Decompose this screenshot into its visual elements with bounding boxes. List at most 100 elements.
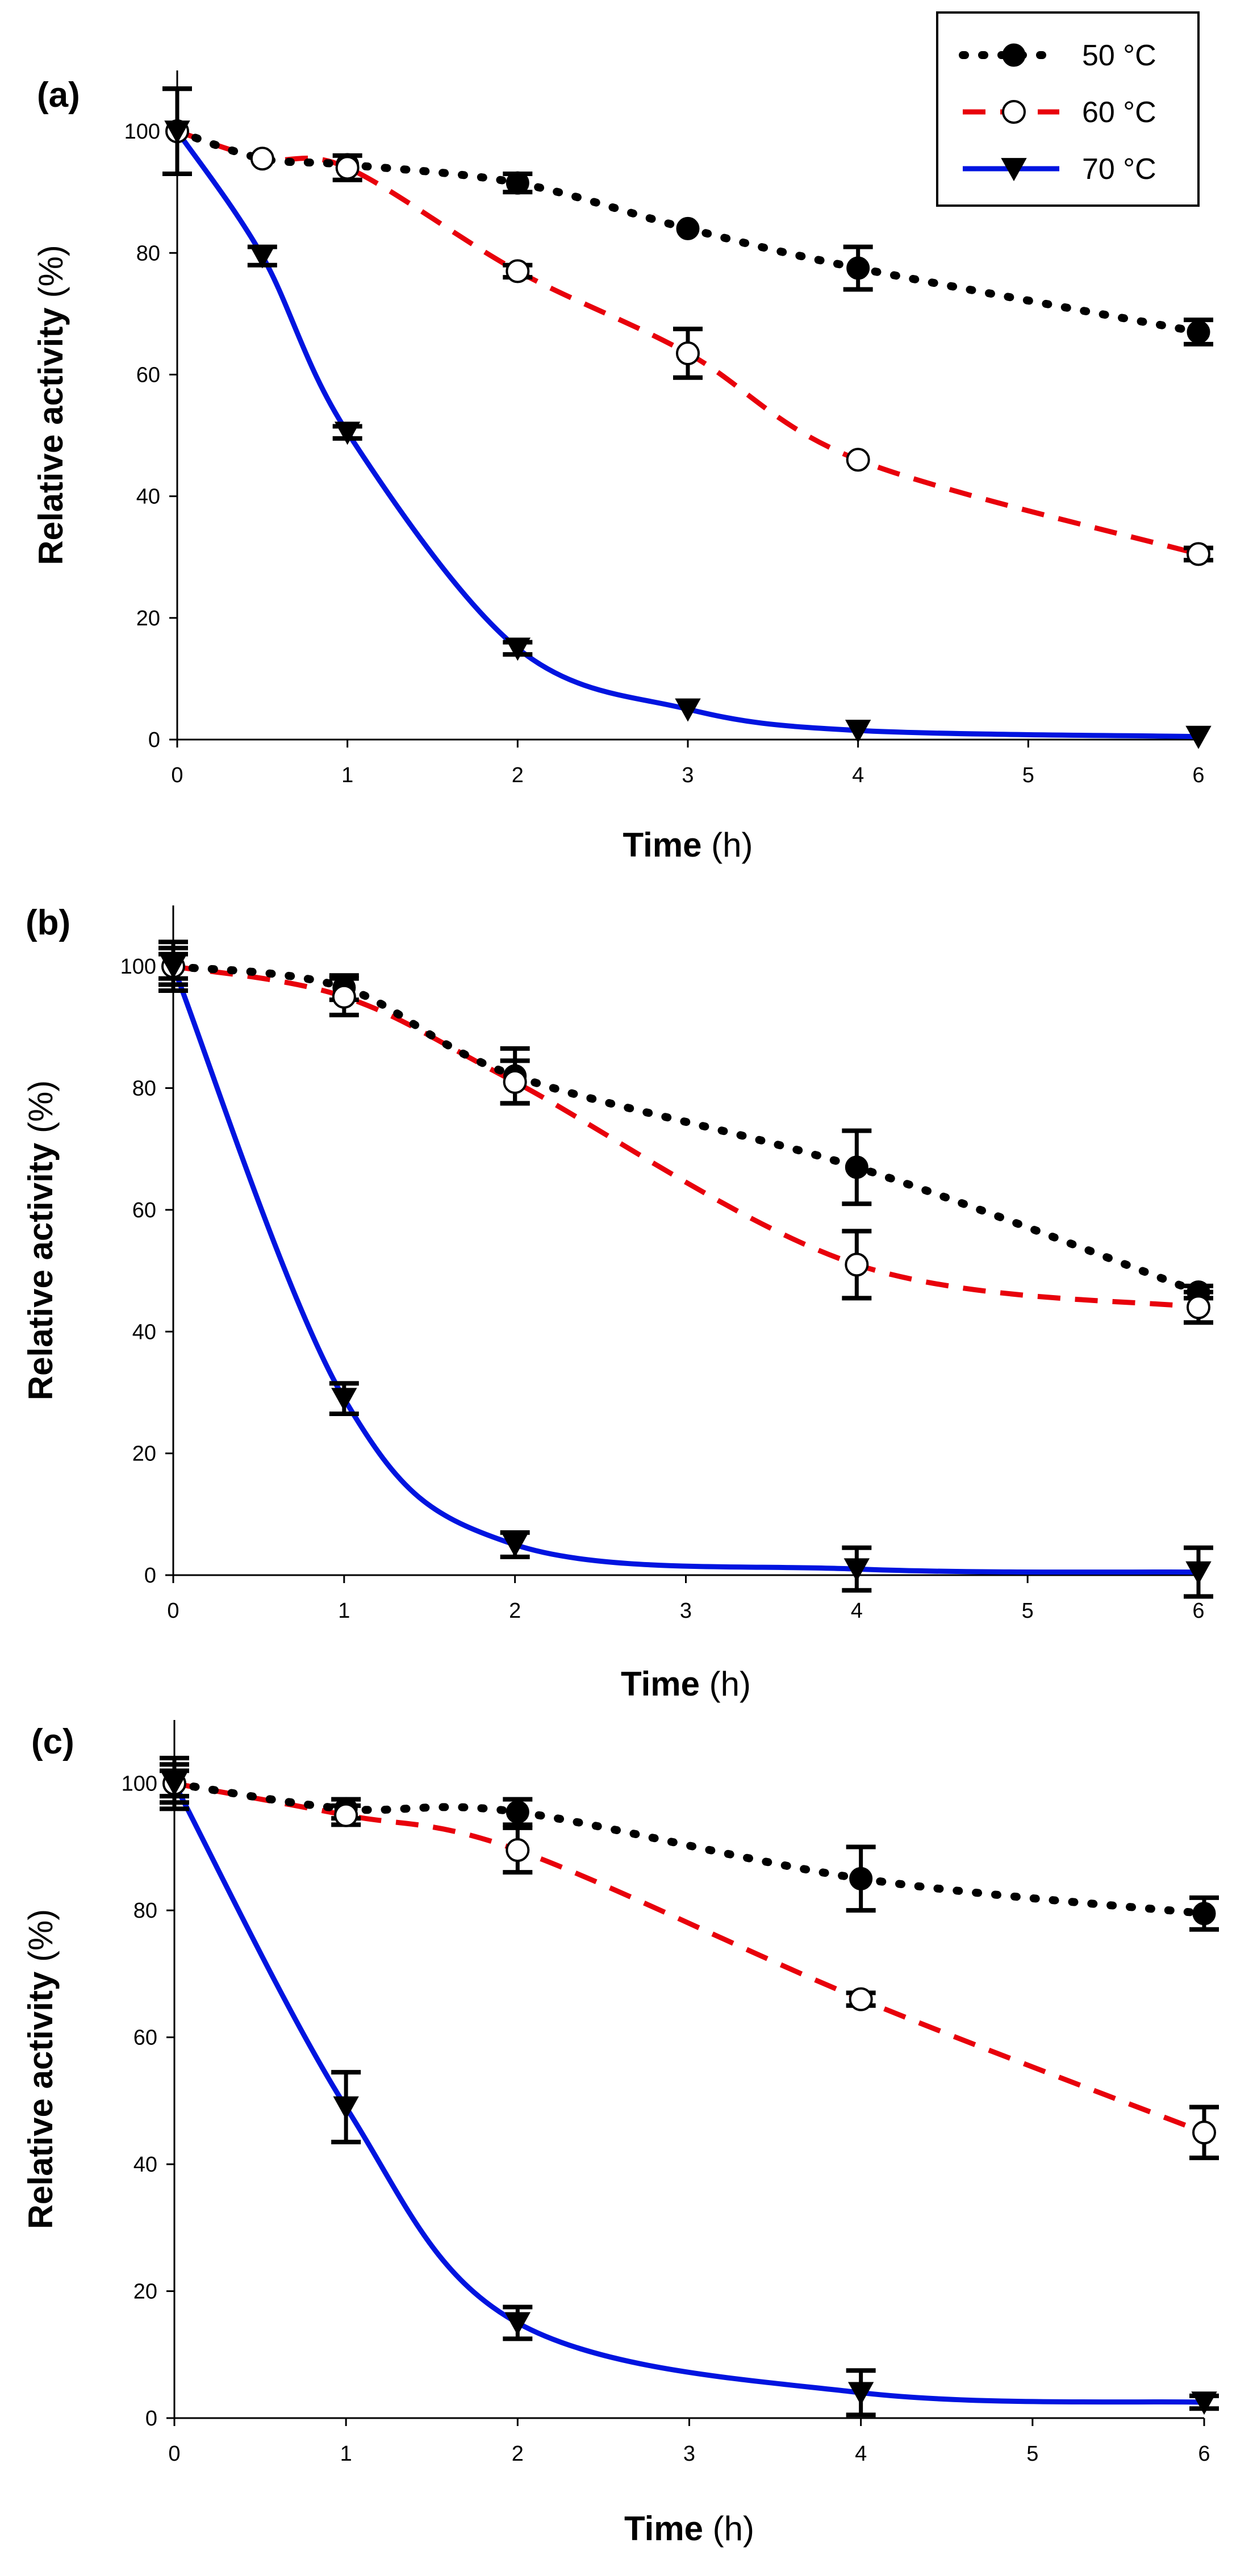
x-tick-label: 2 <box>509 1599 521 1623</box>
legend-box <box>936 11 1200 207</box>
data-point-60c <box>506 259 530 283</box>
series-line-70c <box>172 1782 1205 2405</box>
x-axis-title-unit: (h) <box>711 826 753 864</box>
data-point-70c <box>164 120 190 144</box>
data-point-70c <box>504 637 531 661</box>
data-point-50c <box>1002 43 1026 67</box>
data-point-70c <box>504 2312 531 2336</box>
series-line-70c <box>170 965 1199 1575</box>
x-tick-label: 5 <box>1022 1599 1034 1623</box>
data-point-70c <box>249 245 275 269</box>
data-point-70c <box>1191 2391 1217 2415</box>
x-tick-label: 0 <box>167 1599 179 1623</box>
data-point-70c <box>843 1558 870 1582</box>
data-point-70c <box>1185 1561 1212 1585</box>
y-axis-title: Relative activity (%) <box>32 245 70 565</box>
y-tick-label: 80 <box>136 241 160 265</box>
x-axis-title: Time (h) <box>623 826 753 864</box>
x-tick-label: 0 <box>168 2442 180 2466</box>
data-point-60c <box>1187 542 1210 566</box>
x-tick-label: 4 <box>851 1599 863 1623</box>
series-line-50c <box>170 1779 1208 1918</box>
x-tick-label: 6 <box>1192 763 1204 787</box>
y-axis-title: Relative activity (%) <box>22 1080 60 1401</box>
x-tick-label: 2 <box>512 763 524 787</box>
y-axis-title-unit: (%) <box>22 1080 60 1133</box>
panel-label: (b) <box>26 903 70 942</box>
data-point-60c <box>846 448 870 472</box>
y-tick-label: 100 <box>122 1772 157 1796</box>
data-point-70c <box>845 720 871 743</box>
x-tick-label: 1 <box>341 763 353 787</box>
x-axis-title-unit: (h) <box>713 2510 754 2548</box>
x-axis-title-unit: (h) <box>709 1665 751 1703</box>
x-axis-title-main: Time <box>623 826 712 864</box>
x-tick-label: 3 <box>680 1599 692 1623</box>
y-axis-title-main: Relative activity <box>22 1133 60 1400</box>
data-point-60c <box>250 147 274 171</box>
panel-label: (c) <box>31 1722 74 1761</box>
x-tick-label: 1 <box>338 1599 350 1623</box>
data-point-50c <box>845 1155 868 1179</box>
data-point-60c <box>503 1070 527 1094</box>
y-tick-label: 80 <box>133 1899 157 1923</box>
data-point-50c <box>676 216 700 240</box>
x-tick-label: 4 <box>855 2442 867 2466</box>
data-point-70c <box>847 2382 874 2406</box>
y-tick-label: 40 <box>133 2153 157 2177</box>
x-tick-label: 6 <box>1198 2442 1210 2466</box>
y-tick-label: 60 <box>136 363 160 387</box>
data-point-60c <box>676 341 700 365</box>
y-tick-label: 0 <box>144 1564 156 1588</box>
x-tick-label: 1 <box>340 2442 352 2466</box>
data-point-60c <box>1192 2120 1216 2145</box>
series-line-50c <box>169 962 1202 1296</box>
y-tick-label: 20 <box>136 607 160 631</box>
x-tick-label: 2 <box>512 2442 524 2466</box>
y-axis-title-main: Relative activity <box>22 1962 60 2229</box>
y-axis-title-unit: (%) <box>22 1909 60 1962</box>
x-axis-title: Time (h) <box>624 2510 754 2548</box>
data-point-60c <box>506 1838 530 1863</box>
y-tick-label: 20 <box>132 1442 156 1466</box>
y-axis-title-unit: (%) <box>32 245 70 298</box>
data-point-60c <box>845 1252 869 1277</box>
y-tick-label: 0 <box>145 2407 157 2431</box>
data-point-50c <box>1187 320 1210 344</box>
data-point-70c <box>675 698 701 722</box>
data-point-70c <box>1185 725 1212 749</box>
data-point-50c <box>1192 1902 1216 1926</box>
data-point-50c <box>846 256 870 280</box>
series-line-60c <box>173 963 1199 1310</box>
y-tick-label: 40 <box>136 485 160 509</box>
data-point-70c <box>331 1388 357 1412</box>
data-point-60c <box>1002 100 1026 124</box>
data-point-60c <box>332 984 356 1009</box>
data-point-60c <box>1187 1295 1210 1320</box>
x-axis-title: Time (h) <box>621 1665 751 1703</box>
x-tick-label: 6 <box>1192 1599 1204 1623</box>
y-tick-label: 100 <box>124 120 160 144</box>
data-point-50c <box>506 171 529 195</box>
y-axis-title-main: Relative activity <box>32 298 70 565</box>
y-tick-label: 40 <box>132 1320 156 1344</box>
y-tick-label: 60 <box>133 2026 157 2050</box>
data-point-50c <box>849 1867 873 1890</box>
data-point-70c <box>334 421 361 445</box>
y-tick-label: 100 <box>120 955 156 979</box>
x-axis-title-main: Time <box>624 2510 713 2548</box>
y-tick-label: 0 <box>148 728 160 752</box>
legend: 50 °C 60 °C 70 °C <box>936 11 1200 207</box>
legend-label: 70 °C <box>1082 153 1156 186</box>
data-point-70c <box>161 1772 187 1796</box>
legend-label: 60 °C <box>1082 96 1156 129</box>
data-point-60c <box>849 1987 873 2011</box>
data-point-70c <box>502 1534 528 1558</box>
panel-label: (a) <box>37 76 80 115</box>
x-tick-label: 4 <box>852 763 864 787</box>
data-point-60c <box>335 156 360 180</box>
